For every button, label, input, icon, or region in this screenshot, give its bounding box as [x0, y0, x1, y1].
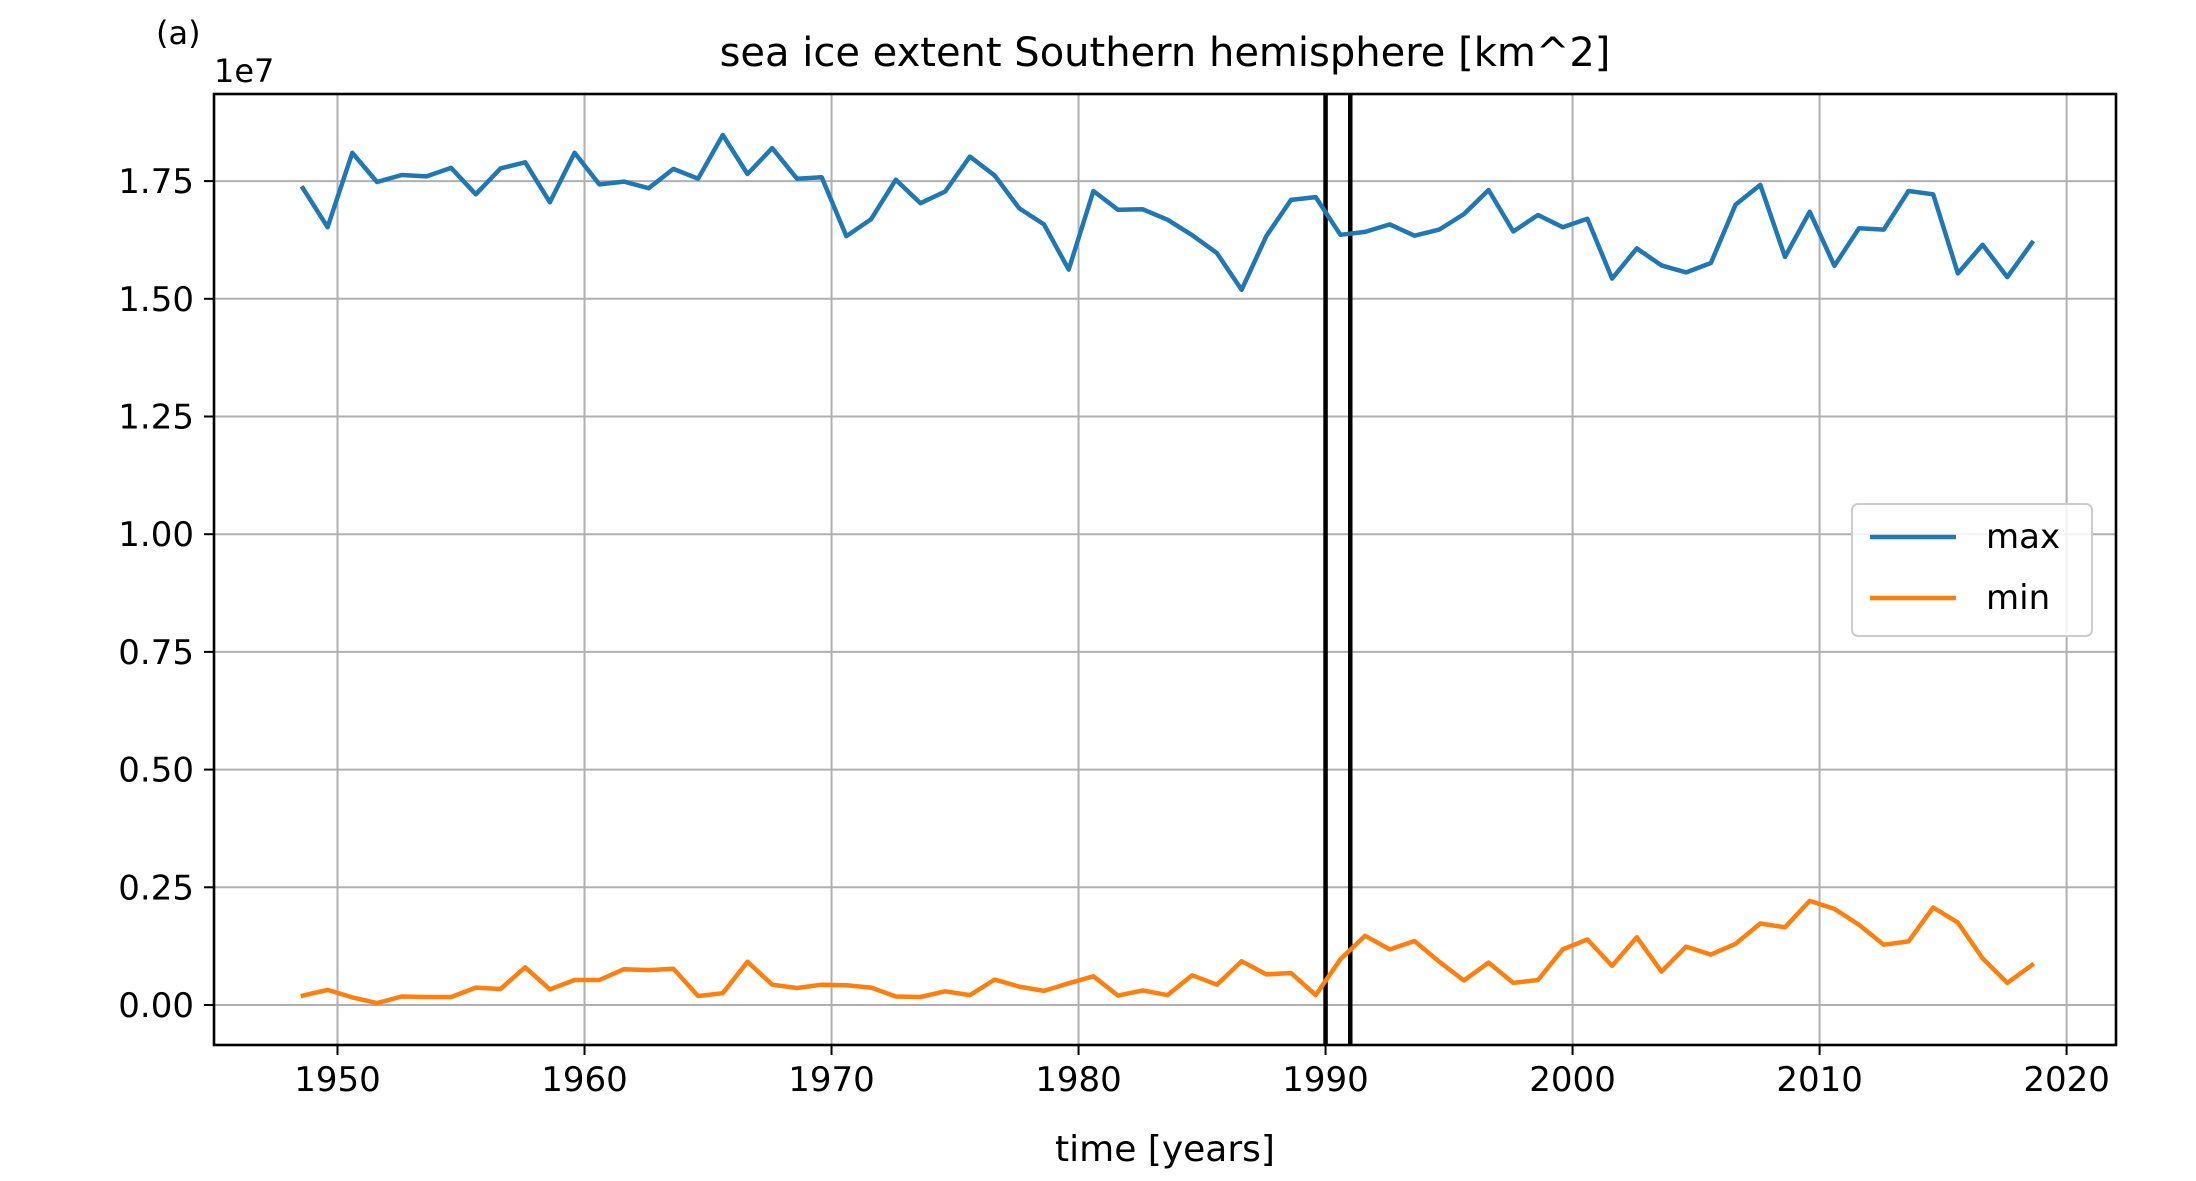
y-tick-label: 1.75	[118, 162, 194, 202]
chart-title: sea ice extent Southern hemisphere [km^2…	[720, 30, 1611, 76]
legend-label-max: max	[1986, 517, 2060, 557]
x-tick-label: 2020	[2023, 1060, 2110, 1100]
x-axis-label: time [years]	[1055, 1129, 1275, 1170]
x-tick-label: 1990	[1282, 1060, 1369, 1100]
panel-label: (a)	[156, 14, 201, 52]
legend-label-min: min	[1986, 578, 2050, 618]
x-tick-label: 1960	[541, 1060, 628, 1100]
y-tick-label: 0.00	[118, 986, 194, 1026]
legend: max min	[1851, 503, 2093, 637]
y-tick-label: 1.25	[118, 397, 194, 437]
series-layer	[299, 132, 2036, 1006]
series-line-min	[300, 898, 2036, 1006]
x-tick-label: 2010	[1776, 1060, 1863, 1100]
x-tick-label: 1950	[294, 1060, 381, 1100]
y-offset-label: 1e7	[214, 52, 274, 90]
y-tick-label: 0.75	[118, 633, 194, 673]
reference-vlines	[1323, 94, 1353, 1045]
series-line-max	[299, 132, 2036, 293]
grid-lines	[214, 94, 2116, 1045]
x-tick-label: 2000	[1529, 1060, 1616, 1100]
y-axis-ticks: 0.00 0.25 0.50 0.75 1.00 1.25 1.50 1.75	[118, 162, 214, 1026]
x-tick-label: 1980	[1035, 1060, 1122, 1100]
y-tick-label: 1.50	[118, 280, 194, 320]
axes-frame	[212, 92, 2118, 1047]
x-axis-ticks: 1950 1960 1970 1980 1990 2000 2010 2020	[294, 1045, 2110, 1100]
x-tick-label: 1970	[788, 1060, 875, 1100]
y-tick-label: 1.00	[118, 515, 194, 555]
y-tick-label: 0.25	[118, 868, 194, 908]
y-tick-label: 0.50	[118, 751, 194, 791]
